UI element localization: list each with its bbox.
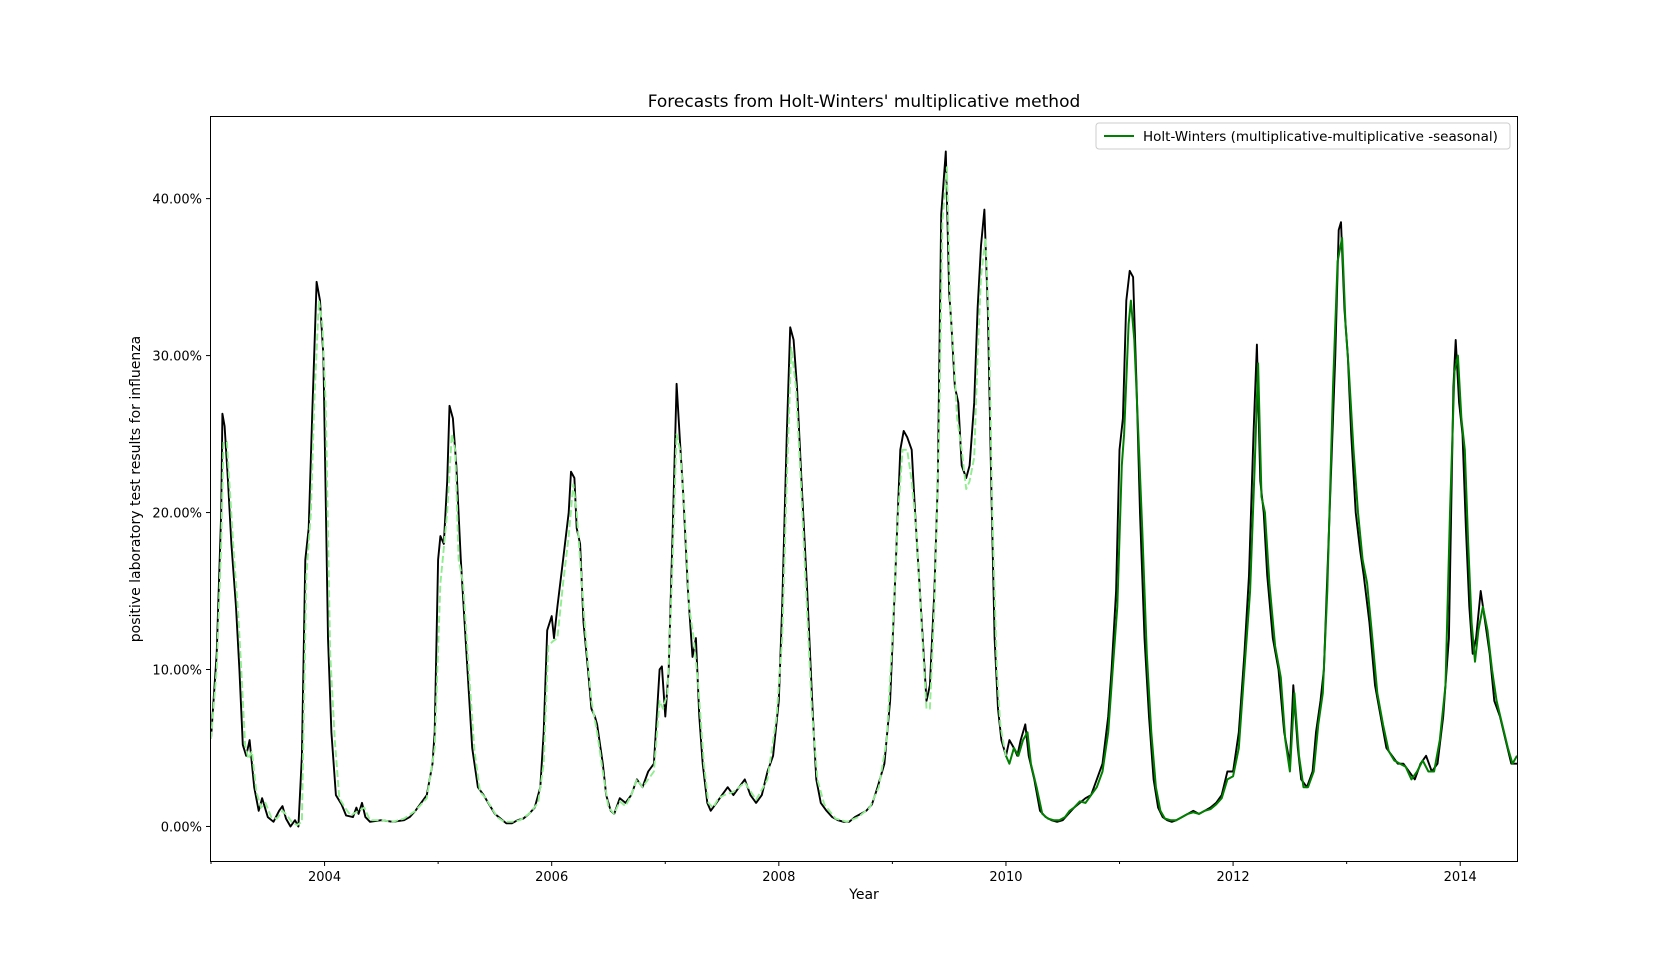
series-line-forecast <box>1005 236 1518 822</box>
y-tick-label: 20.00% <box>152 507 202 522</box>
plot-frame <box>210 116 1518 862</box>
x-tick-label: 2010 <box>989 870 1022 885</box>
chart-title: Forecasts from Holt-Winters' multiplicat… <box>648 92 1081 112</box>
x-tick-label: 2004 <box>308 870 341 885</box>
series-line-fitted <box>210 166 1007 826</box>
y-tick-label: 0.00% <box>161 820 202 835</box>
series-layer <box>210 150 1518 828</box>
x-tick-label: 2014 <box>1444 870 1477 885</box>
y-tick-label: 10.00% <box>152 664 202 679</box>
x-tick-label: 2012 <box>1217 870 1250 885</box>
plot-area <box>210 116 1518 862</box>
y-tick-label: 30.00% <box>152 350 202 365</box>
y-axis-label: positive laboratory test results for inf… <box>128 336 144 642</box>
legend-box <box>1095 122 1511 150</box>
y-axis: 0.00% 10.00% 20.00% 30.00% 40.00% <box>152 193 211 835</box>
x-tick-label: 2008 <box>762 870 795 885</box>
legend-label-forecast: Holt-Winters (multiplicative-multiplicat… <box>1143 129 1498 145</box>
x-axis: 2004 2006 2008 2010 2012 2014 <box>210 861 1477 885</box>
x-tick-label: 2006 <box>535 870 568 885</box>
legend: Holt-Winters (multiplicative-multiplicat… <box>1095 122 1511 150</box>
y-tick-label: 40.00% <box>152 193 202 208</box>
x-axis-label: Year <box>848 887 879 903</box>
